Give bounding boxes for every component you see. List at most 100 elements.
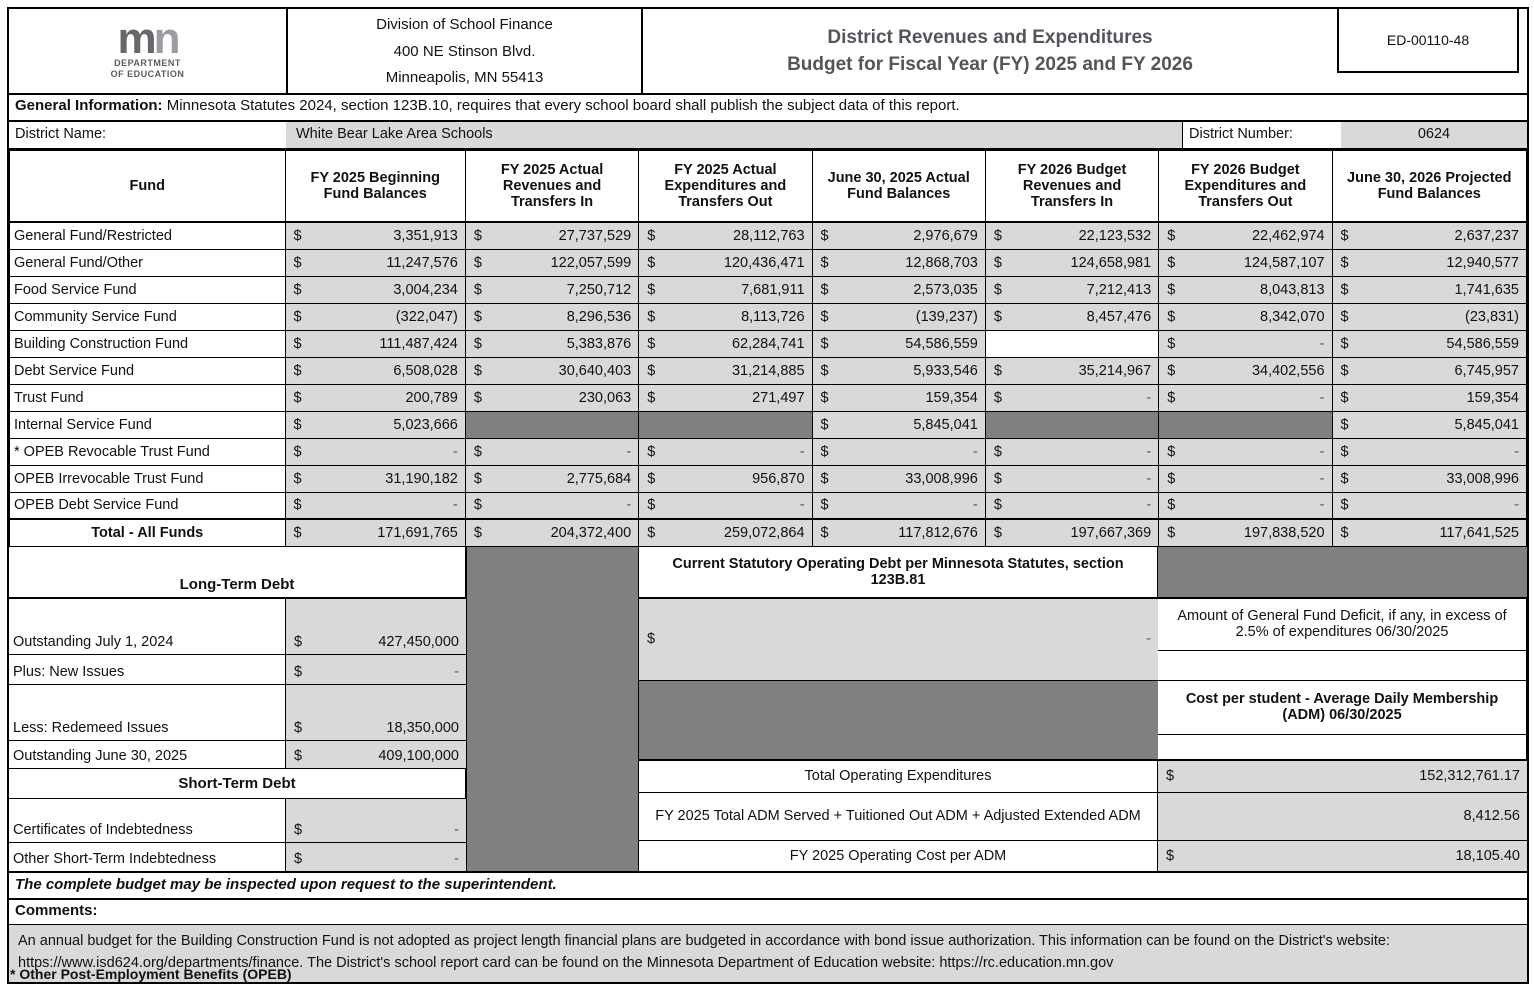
blocked-cell	[464, 410, 640, 439]
currency-symbol: $	[993, 497, 1002, 514]
fund-row-label: Trust Fund	[9, 383, 286, 412]
mde-logo-mark: mn	[117, 17, 180, 61]
amount-value: 1,741,635	[1454, 281, 1519, 298]
amount-value: 8,296,536	[566, 308, 632, 325]
amount-cell: $ -	[464, 437, 640, 466]
currency-symbol: $	[1167, 281, 1176, 298]
amount-cell: $30,640,403	[464, 356, 640, 385]
logo-caption-line1: DEPARTMENT	[114, 58, 181, 69]
amount-value: 62,284,741	[731, 335, 805, 352]
amount-cell: $ (139,237)	[811, 302, 986, 331]
amount-value: 111,487,424	[379, 335, 458, 352]
currency-symbol: $	[293, 362, 302, 379]
long-term-debt-title: Long-Term Debt	[9, 546, 466, 599]
amount-value: 171,691,765	[377, 524, 458, 541]
statutory-debt-header: Current Statutory Operating Debt per Min…	[639, 546, 1158, 599]
amount-cell: $ -	[984, 491, 1160, 520]
ltd-row-value: $427,450,000	[286, 598, 466, 655]
currency-symbol: $	[1167, 497, 1176, 514]
currency-symbol: $	[1340, 362, 1349, 379]
fund-row: * OPEB Revocable Trust Fund $ - $ - $ - $ - $ - $ - $…	[9, 437, 1528, 466]
logo-caption: DEPARTMENT OF EDUCATION	[111, 58, 185, 80]
fund-row: General Fund/Other $11,247,576 $122,057,59…	[9, 248, 1528, 277]
amount-cell: $204,372,400	[464, 518, 640, 547]
currency-symbol: $	[473, 281, 482, 298]
amount-cell: $5,023,666	[284, 410, 466, 439]
amount-cell: $54,586,559	[811, 329, 986, 358]
ltd-row-value: $ -	[286, 654, 466, 685]
amount-cell: $ -	[1158, 383, 1333, 412]
fund-row-label: General Fund/Other	[9, 248, 286, 277]
currency-symbol: $	[1340, 389, 1349, 406]
amount-cell: $ (23,831)	[1331, 302, 1528, 331]
amount-cell: $22,123,532	[984, 221, 1160, 250]
currency-symbol: $	[647, 524, 656, 541]
amount-value: -	[1146, 470, 1152, 487]
currency-symbol: $	[293, 497, 302, 514]
currency-symbol: $	[820, 308, 829, 325]
currency-symbol: $	[1166, 847, 1175, 864]
amount-cell: $ -	[984, 464, 1160, 493]
currency-symbol: $	[294, 719, 303, 736]
fund-row-label: OPEB Debt Service Fund	[9, 491, 286, 520]
ltd-row-label: Plus: New Issues	[9, 654, 286, 685]
currency-symbol: $	[293, 416, 302, 433]
currency-symbol: $	[294, 821, 303, 838]
currency-symbol: $	[820, 497, 829, 514]
amount-column-header: June 30, 2026 Projected Fund Balances	[1331, 150, 1528, 223]
amount-value: 6,508,028	[393, 362, 458, 379]
blocked-cell	[639, 680, 1158, 761]
currency-symbol: $	[647, 281, 656, 298]
amount-cell: $171,691,765	[284, 518, 466, 547]
currency-symbol: $	[294, 663, 303, 680]
deficit-label: Amount of General Fund Deficit, if any, …	[1158, 598, 1527, 651]
amount-value: -	[799, 443, 805, 460]
fund-row-label: Internal Service Fund	[9, 410, 286, 439]
total-row-label: Total - All Funds	[9, 518, 286, 547]
address-line-1: Division of School Finance	[376, 16, 553, 33]
currency-symbol: $	[293, 389, 302, 406]
address-line-3: Minneapolis, MN 55413	[385, 69, 544, 86]
amount-value: 33,008,996	[1446, 470, 1519, 487]
amount-value: -	[973, 497, 978, 514]
total-operating-expenditures-label: Total Operating Expenditures	[639, 760, 1158, 793]
ltd-row-label: Outstanding July 1, 2024	[9, 598, 286, 655]
amount-cell: $ -	[1158, 437, 1333, 466]
currency-symbol: $	[293, 335, 302, 352]
fund-row: OPEB Irrevocable Trust Fund $31,190,182 $2…	[9, 464, 1528, 493]
total-row: Total - All Funds $171,691,765 $204,372,40…	[9, 518, 1528, 547]
amount-value: 7,250,712	[566, 281, 632, 298]
amount-value: 8,113,726	[741, 308, 805, 325]
currency-symbol: $	[1340, 416, 1349, 433]
currency-symbol: $	[993, 389, 1002, 406]
adm-value: 8,412.56	[1463, 808, 1520, 824]
currency-symbol: $	[993, 254, 1002, 271]
amount-value: 117,641,525	[1439, 524, 1519, 541]
inspection-note: The complete budget may be inspected upo…	[9, 870, 1527, 898]
amount-cell: $ (322,047)	[284, 302, 466, 331]
amount-cell: $120,436,471	[638, 248, 813, 277]
amount-value: -	[1319, 389, 1325, 406]
currency-symbol: $	[993, 524, 1002, 541]
mde-logo: mn DEPARTMENT OF EDUCATION	[9, 9, 288, 93]
currency-symbol: $	[293, 254, 302, 271]
currency-symbol: $	[1340, 497, 1349, 514]
amount-cell: $2,637,237	[1331, 221, 1528, 250]
amount-column-header: FY 2025 Beginning Fund Balances	[284, 150, 466, 223]
amount-cell: $ -	[1158, 329, 1333, 358]
amount-value: 5,845,041	[913, 416, 978, 433]
currency-symbol: $	[1167, 227, 1176, 244]
currency-symbol: $	[1167, 470, 1176, 487]
comments-label: Comments:	[9, 897, 1527, 924]
amount-cell: $8,043,813	[1158, 275, 1333, 304]
logo-letter-m: m	[117, 14, 156, 64]
currency-symbol: $	[293, 308, 302, 325]
currency-symbol: $	[820, 524, 829, 541]
amount-value: -	[1319, 470, 1325, 487]
amount-value: 31,190,182	[385, 470, 458, 487]
total-operating-expenditures-value: 152,312,761.17	[1419, 768, 1520, 784]
amount-value: 7,681,911	[741, 281, 805, 298]
amount-value: -	[626, 497, 632, 514]
amount-cell: $28,112,763	[638, 221, 813, 250]
amount-value: 22,123,532	[1078, 227, 1152, 244]
